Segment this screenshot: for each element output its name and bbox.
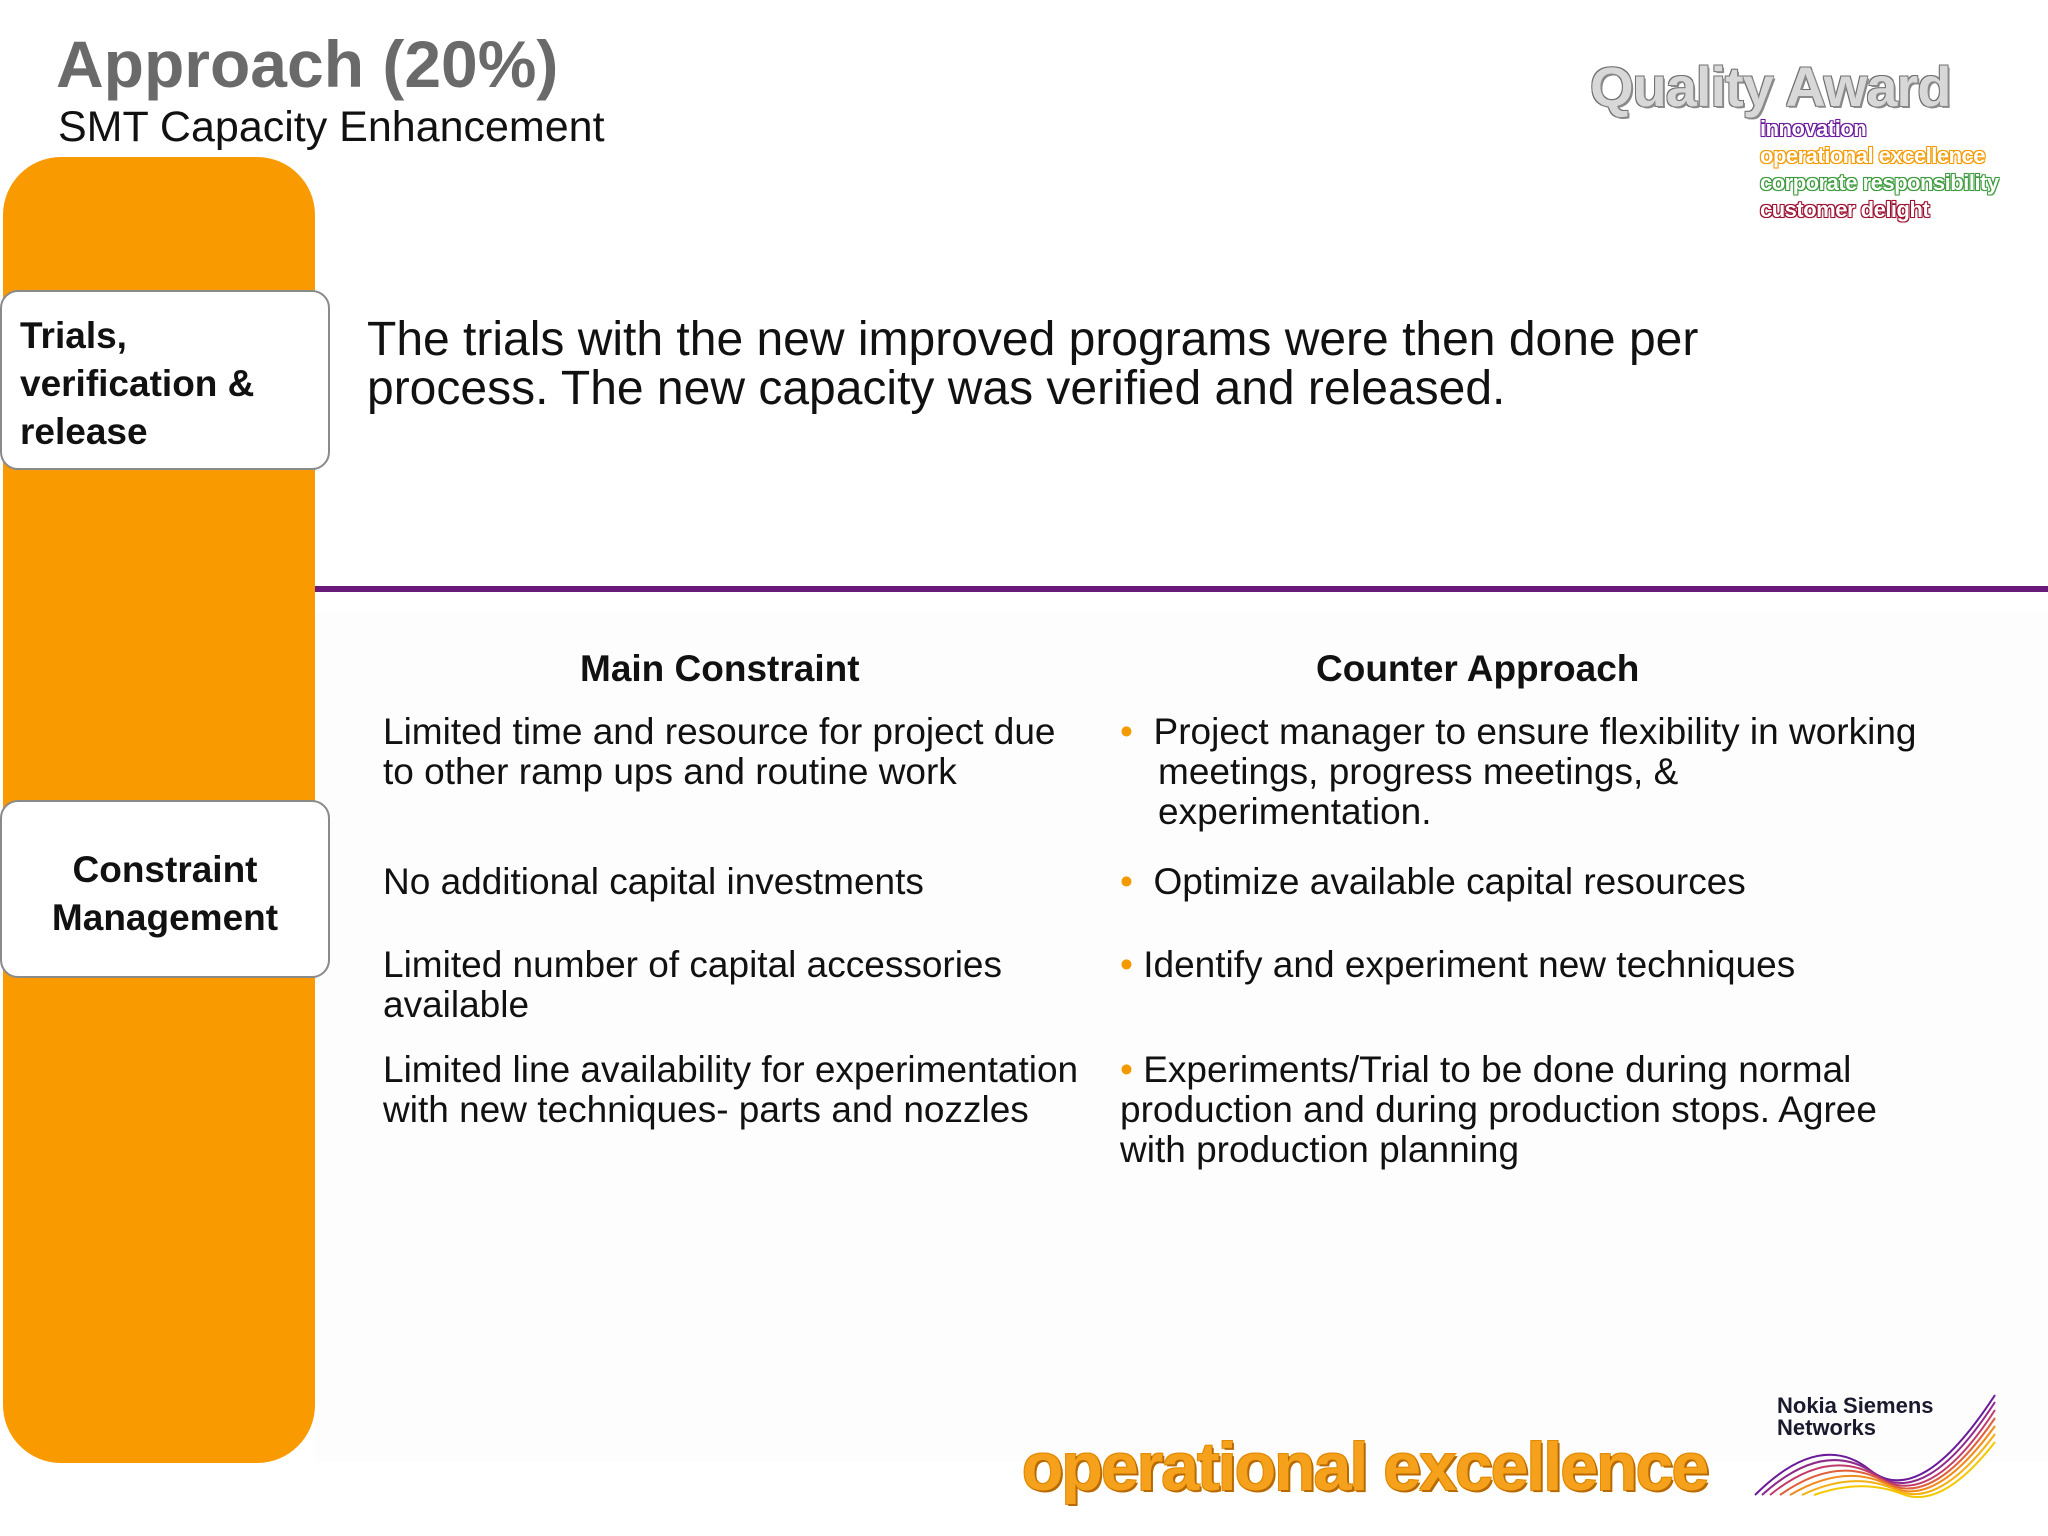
approach-text: Optimize available capital resources [1153, 861, 1746, 902]
approach-cell: • Identify and experiment new techniques [1120, 945, 1880, 985]
constraint-cell: Limited number of capital accessories av… [383, 944, 1003, 1025]
section-divider [315, 586, 2048, 592]
operational-excellence-logo: operational excellence [1022, 1429, 1709, 1505]
bullet-icon: • [1120, 1049, 1144, 1090]
section-label-trials-text: Trials, verification & release [20, 315, 255, 452]
approach-cell: • Optimize available capital resources [1120, 862, 1918, 902]
approach-text: Experiments/Trial to be done during norm… [1120, 1049, 1877, 1170]
trials-description: The trials with the new improved program… [367, 313, 1699, 415]
section-label-constraint: Constraint Management [0, 800, 330, 978]
section-label-trials: Trials, verification & release [0, 290, 330, 470]
bullet-icon: • [1120, 861, 1154, 902]
constraint-cell: No additional capital investments [383, 861, 924, 902]
company-name-line1: Nokia Siemens [1777, 1393, 1934, 1418]
quality-award-line-customer: customer delight [1760, 197, 1930, 222]
company-name-line2: Networks [1777, 1415, 1877, 1440]
quality-award-line-innovation: innovation [1760, 116, 1867, 141]
constraint-table-panel [315, 612, 2048, 1462]
column-header-main-constraint: Main Constraint [580, 648, 860, 689]
bullet-icon: • [1120, 711, 1154, 752]
constraint-cell: Limited line availability for experiment… [383, 1049, 1079, 1130]
approach-cell: • Experiments/Trial to be done during no… [1120, 1050, 1880, 1170]
quality-award-line-operational: operational excellence [1760, 143, 1986, 168]
quality-award-line-corporate: corporate responsibility [1760, 170, 1999, 195]
company-logo-text: Nokia Siemens Networks [1777, 1395, 1934, 1439]
approach-text: Project manager to ensure flexibility in… [1153, 711, 1917, 832]
column-header-counter-approach: Counter Approach [1316, 648, 1640, 689]
constraint-cell: Limited time and resource for project du… [383, 711, 1056, 792]
section-label-constraint-text: Constraint Management [51, 849, 279, 938]
page-title: Approach (20%) [56, 27, 559, 101]
bullet-icon: • [1120, 944, 1144, 985]
approach-text: Identify and experiment new techniques [1143, 944, 1796, 985]
approach-cell: • Project manager to ensure flexibility … [1120, 712, 1918, 832]
nsn-wave-logo-icon [1754, 1394, 1996, 1498]
quality-award-logo: Quality Award [1590, 55, 1951, 118]
page-subtitle: SMT Capacity Enhancement [58, 103, 605, 151]
